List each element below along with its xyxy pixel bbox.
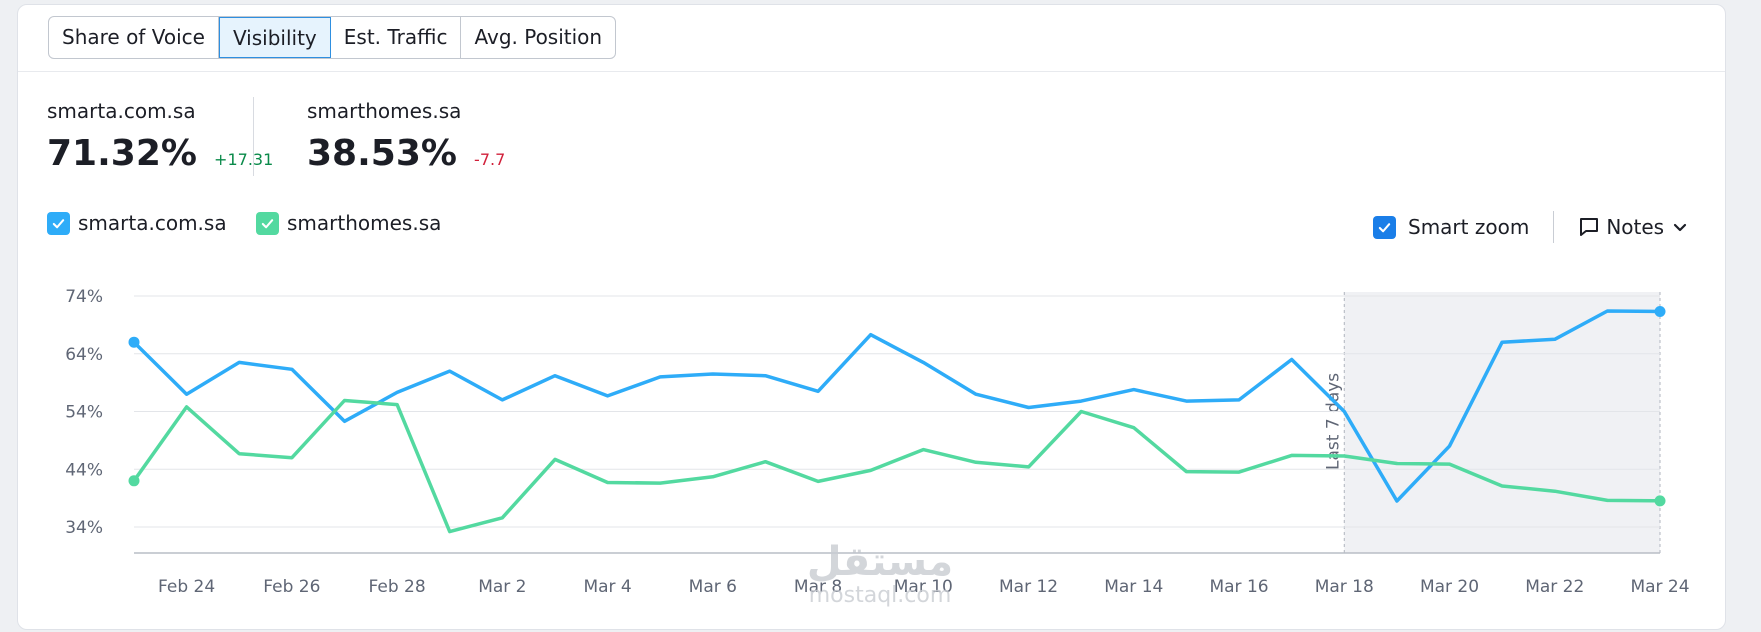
series-start-point [128, 475, 140, 487]
smart-zoom-label[interactable]: Smart zoom [1408, 215, 1530, 239]
metric-tabs: Share of Voice Visibility Est. Traffic A… [48, 16, 617, 59]
y-tick-label: 64% [65, 345, 103, 365]
watermark-latin: mostaql.com [808, 583, 952, 608]
tab-share-of-voice[interactable]: Share of Voice [49, 17, 219, 58]
checkbox-checked-icon[interactable] [47, 211, 70, 235]
metric-smarta: smarta.com.sa 71.32% +17.31 [47, 99, 273, 174]
checkbox-checked-icon[interactable] [256, 211, 279, 235]
y-tick-label: 74% [65, 287, 103, 307]
metric-smarthomes: smarthomes.sa 38.53% -7.7 [307, 99, 505, 174]
x-tick-label: Mar 14 [1104, 577, 1163, 597]
series-line-1 [132, 398, 1662, 534]
watermark: مستقل mostaql.com [795, 540, 965, 608]
tab-avg-position[interactable]: Avg. Position [474, 25, 603, 49]
tab-visibility[interactable]: Visibility [218, 17, 331, 58]
x-tick-label: Mar 2 [478, 577, 526, 597]
legend-smarthomes[interactable]: smarthomes.sa [256, 211, 441, 235]
series-start-point [128, 336, 140, 348]
x-tick-label: Mar 12 [999, 577, 1058, 597]
controls-divider [1553, 211, 1555, 243]
y-tick-label: 34% [65, 518, 103, 538]
y-tick-label: 54% [65, 403, 103, 423]
metric-value: 71.32% [47, 133, 197, 174]
tab-est-traffic[interactable]: Est. Traffic [331, 17, 462, 58]
legend-label: smarthomes.sa [287, 211, 442, 235]
metric-domain: smarta.com.sa [47, 99, 196, 123]
x-tick-label: Mar 22 [1525, 577, 1584, 597]
x-tick-label: Mar 8 [794, 577, 842, 597]
chevron-down-icon [1673, 223, 1687, 232]
metric-delta: -7.7 [474, 150, 506, 169]
notes-button[interactable]: Notes [1578, 215, 1696, 239]
x-tick-label: Mar 10 [894, 577, 953, 597]
chart-controls: Smart zoom Notes [1373, 211, 1696, 243]
y-tick-label: 44% [65, 460, 103, 480]
header-divider [18, 71, 1725, 72]
x-tick-label: Mar 16 [1209, 577, 1268, 597]
series-line-0 [132, 309, 1662, 503]
x-tick-label: Mar 20 [1420, 577, 1479, 597]
x-tick-label: Feb 24 [158, 577, 215, 597]
metric-domain: smarthomes.sa [307, 99, 462, 123]
smart-zoom-checkbox-icon[interactable] [1373, 215, 1396, 239]
x-tick-label: Feb 28 [369, 577, 426, 597]
legend-smarta[interactable]: smarta.com.sa [47, 211, 227, 235]
note-icon [1580, 218, 1599, 236]
x-tick-label: Feb 26 [263, 577, 320, 597]
metric-value: 38.53% [307, 133, 457, 174]
series-end-point [1654, 305, 1666, 317]
metric-delta: +17.31 [214, 150, 274, 169]
legend-label: smarta.com.sa [78, 211, 227, 235]
x-tick-label: Mar 18 [1315, 577, 1374, 597]
x-tick-label: Mar 24 [1630, 577, 1689, 597]
metric-divider [253, 97, 254, 176]
x-tick-label: Mar 6 [689, 577, 737, 597]
highlight-region [1344, 292, 1660, 553]
notes-label: Notes [1606, 215, 1665, 239]
watermark-arabic: مستقل [806, 539, 954, 585]
x-tick-label: Mar 4 [583, 577, 631, 597]
series-end-point [1654, 495, 1666, 507]
